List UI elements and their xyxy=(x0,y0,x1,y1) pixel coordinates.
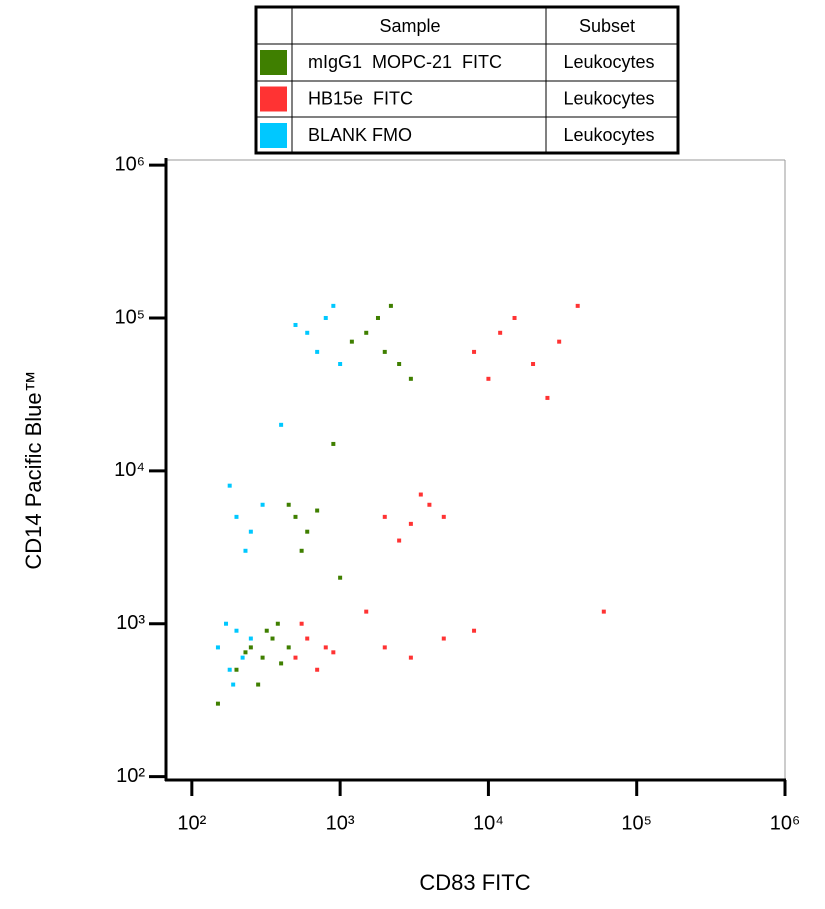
data-point xyxy=(364,330,369,335)
data-point xyxy=(286,502,291,507)
data-point xyxy=(382,514,387,519)
plot-frame xyxy=(167,159,786,780)
data-point xyxy=(349,339,354,344)
legend-table: Sample Subset xyxy=(254,5,680,155)
data-point xyxy=(498,330,503,335)
x-axis-label: CD83 FITC xyxy=(419,870,530,895)
data-point xyxy=(299,548,304,553)
data-point xyxy=(243,650,248,655)
data-point xyxy=(299,621,304,626)
data-point xyxy=(234,628,239,633)
data-point xyxy=(557,339,562,344)
data-point xyxy=(408,376,413,381)
data-point xyxy=(441,514,446,519)
x-tick-label: 10⁶ xyxy=(770,812,800,834)
data-point xyxy=(486,376,491,381)
data-point xyxy=(512,315,517,320)
data-point xyxy=(215,701,220,706)
data-point xyxy=(234,514,239,519)
data-point xyxy=(382,645,387,650)
data-point xyxy=(231,682,236,687)
legend-swatch xyxy=(260,50,287,75)
data-point xyxy=(275,621,280,626)
data-point xyxy=(408,521,413,526)
data-point xyxy=(256,682,261,687)
data-point xyxy=(279,422,284,427)
data-point xyxy=(215,645,220,650)
data-point xyxy=(531,361,536,366)
data-point xyxy=(315,349,320,354)
data-point xyxy=(323,315,328,320)
legend-border xyxy=(254,5,680,155)
data-point xyxy=(279,661,284,666)
data-point xyxy=(427,502,432,507)
legend-swatch xyxy=(260,86,287,112)
data-point xyxy=(260,502,265,507)
data-point xyxy=(331,441,336,446)
y-tick-label: 10⁴ xyxy=(114,459,145,481)
data-point xyxy=(545,395,550,400)
legend-subset: Leukocytes xyxy=(563,52,654,72)
legend-subset: Leukocytes xyxy=(563,125,654,145)
data-point xyxy=(375,315,380,320)
data-point xyxy=(270,636,275,641)
data-point xyxy=(293,322,298,327)
data-point xyxy=(408,655,413,660)
data-point xyxy=(293,655,298,660)
data-point xyxy=(397,361,402,366)
y-tick-label: 10⁶ xyxy=(115,153,145,175)
y-tick-label: 10² xyxy=(116,765,145,787)
y-tick-label: 10³ xyxy=(116,612,145,634)
legend-label: HB15e FITC xyxy=(308,88,413,108)
y-axis-label: CD14 Pacific Blue™ xyxy=(21,370,46,569)
legend-header: Subset xyxy=(579,16,635,36)
data-point xyxy=(305,529,310,534)
data-point xyxy=(315,508,320,513)
data-point xyxy=(286,645,291,650)
legend-label: mIgG1 MOPC-21 FITC xyxy=(308,52,502,72)
data-point xyxy=(601,609,606,614)
legend-swatch xyxy=(260,123,287,148)
data-point xyxy=(338,575,343,580)
data-point xyxy=(305,636,310,641)
data-point xyxy=(472,628,477,633)
data-point xyxy=(441,636,446,641)
data-point xyxy=(224,621,229,626)
data-point xyxy=(260,655,265,660)
data-point xyxy=(397,538,402,543)
data-point xyxy=(315,667,320,672)
data-point xyxy=(364,609,369,614)
data-point xyxy=(243,548,248,553)
y-tick-label: 10⁵ xyxy=(114,306,145,328)
data-point xyxy=(382,349,387,354)
data-point xyxy=(418,492,423,497)
data-point xyxy=(293,514,298,519)
points xyxy=(215,303,606,706)
data-point xyxy=(323,645,328,650)
data-point xyxy=(388,303,393,308)
data-point xyxy=(338,361,343,366)
data-point xyxy=(472,349,477,354)
data-point xyxy=(227,483,232,488)
legend-subset: Leukocytes xyxy=(563,88,654,108)
legend-label: BLANK FMO xyxy=(308,125,412,145)
data-point xyxy=(227,667,232,672)
data-point xyxy=(305,330,310,335)
x-tick-label: 10² xyxy=(177,812,206,834)
x-tick-label: 10⁴ xyxy=(473,812,504,834)
data-point xyxy=(331,303,336,308)
data-point xyxy=(248,636,253,641)
x-tick-label: 10⁵ xyxy=(621,812,652,834)
data-point xyxy=(240,655,245,660)
data-point xyxy=(234,667,239,672)
data-point xyxy=(248,645,253,650)
legend-header: Sample xyxy=(379,16,440,36)
data-point xyxy=(264,628,269,633)
data-point xyxy=(248,529,253,534)
data-point xyxy=(331,650,336,655)
x-tick-label: 10³ xyxy=(326,812,355,834)
data-point xyxy=(575,303,580,308)
